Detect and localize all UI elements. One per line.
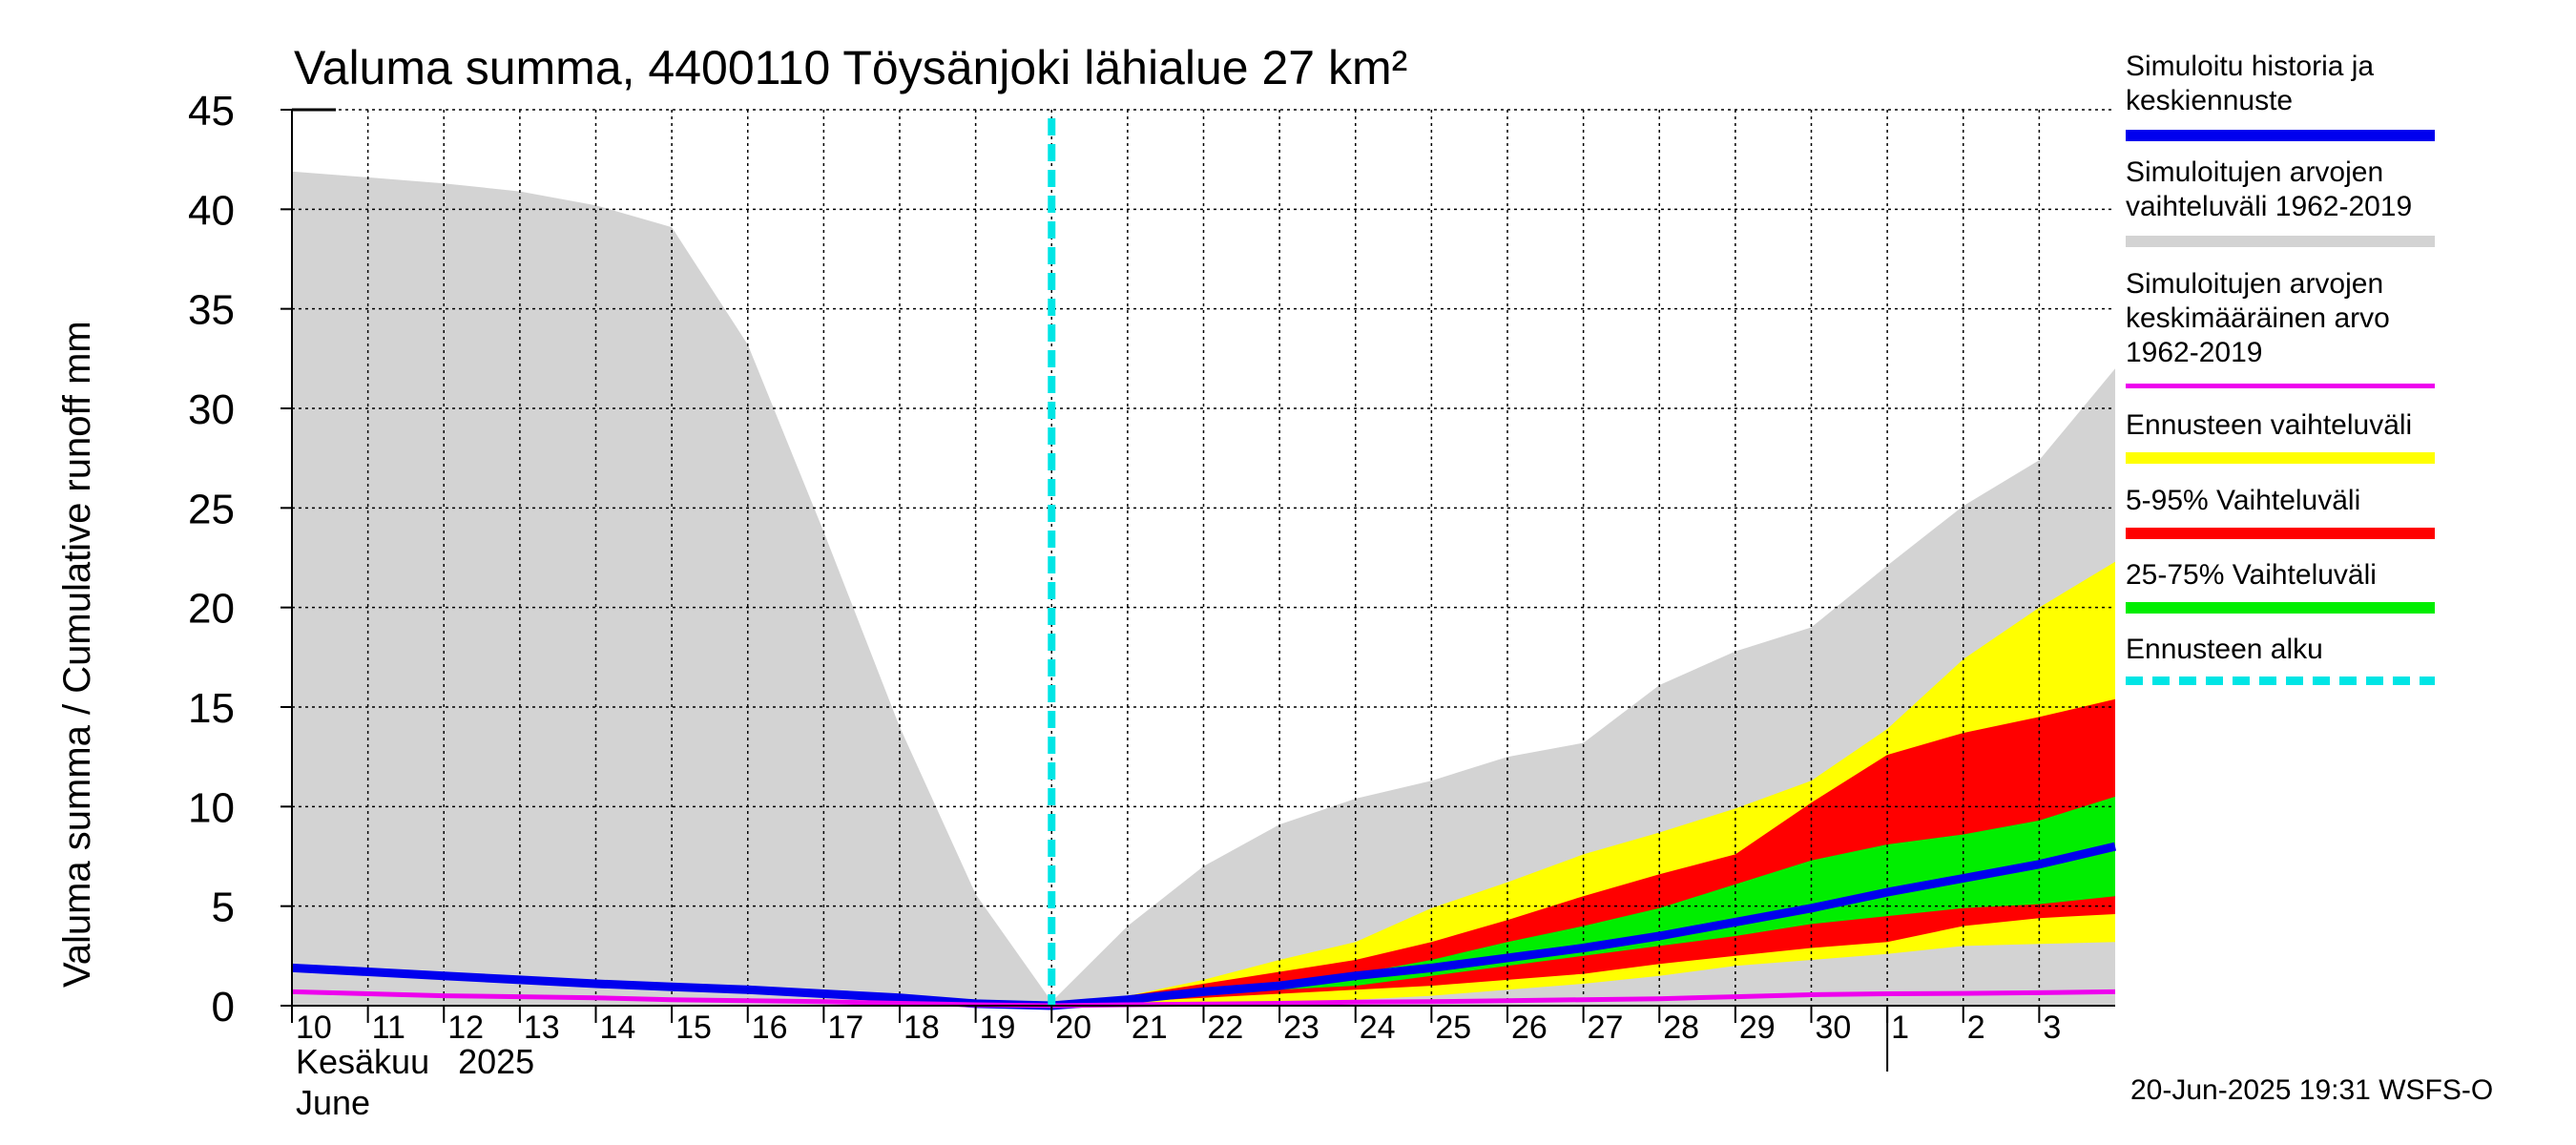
x-tick-label: 19: [980, 1010, 1016, 1046]
legend-swatch-historical-range: [2126, 236, 2435, 247]
x-tick-label: 12: [447, 1010, 484, 1046]
x-tick-label: 28: [1663, 1010, 1699, 1046]
legend-label-forecast-start: Ennusteen alku: [2126, 634, 2323, 665]
x-axis-ticks: 10 11 12 13 14 15 16 17 18 19 20 21 22 23 24 25 26 27 28 29…: [291, 1006, 2061, 1072]
y-tick-label: 0: [212, 984, 235, 1030]
x-tick-label: 21: [1132, 1010, 1168, 1046]
x-tick-label: 14: [600, 1010, 636, 1046]
legend-swatch-forecast-range: [2126, 452, 2435, 464]
legend-entry-forecast-start: Ennusteen alku: [2126, 633, 2545, 685]
x-tick-label: 10: [296, 1010, 332, 1046]
legend-swatch-p5-95: [2126, 528, 2435, 539]
x-tick-label: 24: [1360, 1010, 1396, 1046]
legend-label-p5-95: 5-95% Vaihteluväli: [2126, 485, 2361, 516]
legend-swatch-forecast-start: [2126, 677, 2435, 685]
chart-title: Valuma summa, 4400110 Töysänjoki lähialu…: [294, 41, 1407, 94]
bands: [292, 171, 2115, 1006]
series-lines: [291, 842, 2117, 1010]
y-tick-label: 30: [188, 386, 235, 433]
x-month-label-en: June: [296, 1083, 370, 1122]
legend-entry-history: Simuloitu historia ja keskiennuste: [2126, 50, 2545, 141]
legend-swatch-history: [2126, 130, 2435, 141]
y-tick-label: 45: [188, 88, 235, 135]
legend-entry-historical-mean: Simuloitujen arvojen keskimääräinen arvo…: [2126, 267, 2545, 388]
p25-75-band: [1051, 796, 2115, 1004]
legend-label-historical-range: Simuloitujen arvojen vaihteluväli 1962-2…: [2126, 156, 2413, 222]
timestamp: 20-Jun-2025 19:31 WSFS-O: [2130, 1074, 2493, 1106]
x-tick-label: 1: [1891, 1010, 1909, 1046]
x-tick-label: 26: [1511, 1010, 1548, 1046]
x-tick-label: 13: [524, 1010, 560, 1046]
x-month-label-fi: Kesäkuu 2025: [296, 1042, 534, 1081]
y-tick-label: 10: [188, 784, 235, 831]
legend-entry-p5-95: 5-95% Vaihteluväli: [2126, 484, 2545, 539]
y-tick-label: 5: [212, 885, 235, 931]
x-tick-label: 22: [1208, 1010, 1244, 1046]
y-axis-label: Valuma summa / Cumulative runoff mm: [56, 321, 98, 988]
series-line-history-forecast: [291, 842, 2117, 1010]
y-tick-label: 20: [188, 586, 235, 633]
y-axis-ticks: 0 5 10 15 20 25 30 35 40 45: [188, 88, 292, 1030]
legend-label-historical-mean: Simuloitujen arvojen keskimääräinen arvo…: [2126, 268, 2390, 368]
x-tick-label: 17: [827, 1010, 863, 1046]
legend-swatch-historical-mean: [2126, 384, 2435, 388]
legend-label-p25-75: 25-75% Vaihteluväli: [2126, 559, 2377, 591]
x-tick-label: 11: [372, 1010, 405, 1046]
legend-entry-p25-75: 25-75% Vaihteluväli: [2126, 558, 2545, 614]
x-tick-label: 23: [1283, 1010, 1319, 1046]
x-tick-label: 3: [2043, 1010, 2061, 1046]
x-tick-label: 16: [752, 1010, 788, 1046]
legend-swatch-p25-75: [2126, 602, 2435, 614]
legend-entry-historical-range: Simuloitujen arvojen vaihteluväli 1962-2…: [2126, 156, 2545, 247]
x-tick-label: 15: [675, 1010, 712, 1046]
x-tick-label: 2: [1967, 1010, 1985, 1046]
y-tick-label: 35: [188, 287, 235, 334]
x-tick-label: 18: [904, 1010, 940, 1046]
x-tick-label: 30: [1816, 1010, 1852, 1046]
plot-area: [291, 108, 2117, 1010]
y-tick-label: 25: [188, 486, 235, 532]
x-tick-label: 25: [1435, 1010, 1471, 1046]
x-tick-label: 29: [1739, 1010, 1776, 1046]
x-tick-label: 27: [1588, 1010, 1624, 1046]
series-line-historical-mean: [291, 989, 2116, 1009]
legend-label-forecast-range: Ennusteen vaihteluväli: [2126, 409, 2413, 441]
historical-range-band: [292, 171, 2115, 1006]
y-tick-label: 15: [188, 685, 235, 732]
y-tick-label: 40: [188, 187, 235, 234]
p5-95-band: [1051, 698, 2115, 1004]
legend-label-history: Simuloitu historia ja keskiennuste: [2126, 51, 2375, 116]
legend-entry-forecast-range: Ennusteen vaihteluväli: [2126, 408, 2545, 464]
x-tick-label: 20: [1055, 1010, 1091, 1046]
